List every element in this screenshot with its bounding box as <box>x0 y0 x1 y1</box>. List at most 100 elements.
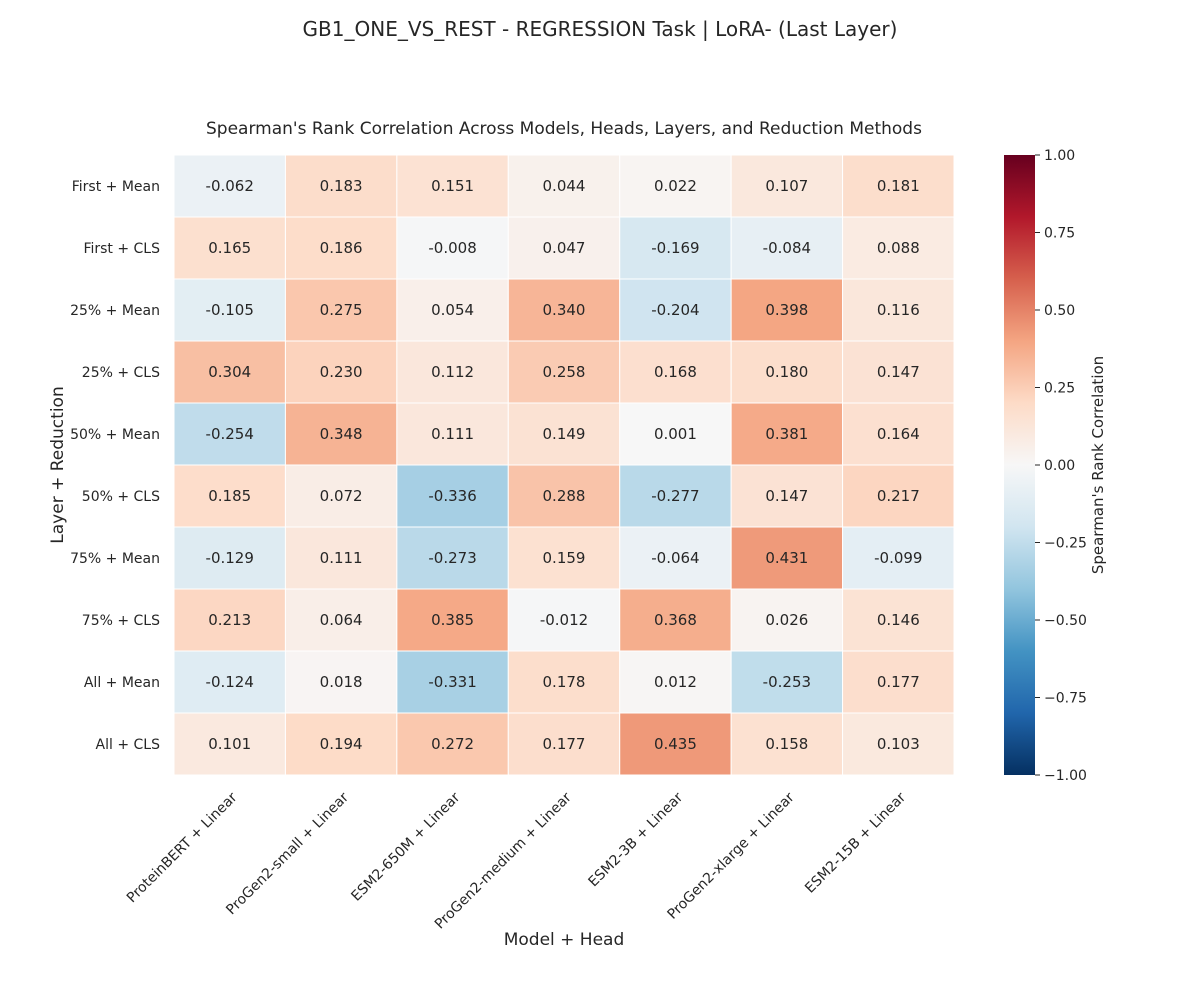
heatmap-cell <box>396 526 509 590</box>
cell-value-label: 0.101 <box>208 735 251 753</box>
cell-value-label: 0.431 <box>765 549 808 567</box>
y-axis-label: Layer + Reduction <box>48 386 68 543</box>
cell-value-label: 0.151 <box>431 177 474 195</box>
cell-value-label: 0.177 <box>877 673 920 691</box>
cell-value-label: 0.072 <box>320 487 363 505</box>
heatmap-cell <box>619 650 732 714</box>
heatmap-cell <box>284 340 398 404</box>
cell-value-label: 0.147 <box>877 363 920 381</box>
heatmap-cell <box>619 216 732 280</box>
heatmap-cell <box>396 650 509 714</box>
cell-value-label: 0.177 <box>543 735 586 753</box>
heatmap-cell <box>173 154 286 218</box>
cell-value-label: -0.336 <box>428 487 476 505</box>
cell-value-label: 0.018 <box>320 673 363 691</box>
y-tick-label: 75% + Mean <box>70 551 160 567</box>
heatmap-cell <box>284 154 398 218</box>
cell-value-label: -0.008 <box>428 239 476 257</box>
heatmap-cells <box>173 154 955 776</box>
heatmap-cell <box>619 526 732 590</box>
cell-value-label: 0.146 <box>877 611 920 629</box>
heatmap-cell <box>173 340 286 404</box>
heatmap-cell <box>507 464 621 528</box>
cell-value-label: -0.012 <box>540 611 588 629</box>
cell-value-label: 0.107 <box>765 177 808 195</box>
heatmap-cell <box>730 154 844 218</box>
heatmap-cell <box>396 464 509 528</box>
colorbar-tick-label: 0.00 <box>1044 458 1075 474</box>
colorbar-tick-label: 0.25 <box>1044 381 1075 397</box>
x-tick-label: ProteinBERT + Linear <box>124 789 241 906</box>
colorbar-tick-label: 1.00 <box>1044 148 1075 164</box>
cell-value-label: 0.165 <box>208 239 251 257</box>
cell-value-label: 0.381 <box>765 425 808 443</box>
cell-value-label: 0.435 <box>654 735 697 753</box>
cell-value-label: 0.272 <box>431 735 474 753</box>
cell-value-label: 0.181 <box>877 177 920 195</box>
cell-value-label: 0.340 <box>543 301 586 319</box>
heatmap-cell <box>173 712 286 776</box>
y-tick-label: 50% + CLS <box>82 489 160 505</box>
cell-value-label: 0.111 <box>320 549 363 567</box>
cell-value-label: 0.178 <box>543 673 586 691</box>
cell-value-label: 0.213 <box>208 611 251 629</box>
cell-value-label: 0.164 <box>877 425 920 443</box>
cell-value-label: 0.288 <box>543 487 586 505</box>
x-axis-label: Model + Head <box>504 930 625 950</box>
heatmap-cell <box>507 278 621 342</box>
y-tick-labels: First + Mean First + CLS 25% + Mean 25% + C… <box>70 179 160 753</box>
colorbar: 1.00 0.75 0.50 0.25 0.00 −0.25 −0.50 −0.75 −1.00… <box>1004 148 1107 784</box>
heatmap-cell <box>619 154 732 218</box>
heatmap-cell <box>730 278 844 342</box>
cell-value-label: -0.204 <box>651 301 699 319</box>
heatmap-cell <box>730 340 844 404</box>
colorbar-tick-label: −0.75 <box>1044 691 1087 707</box>
heatmap-cell <box>730 216 844 280</box>
colorbar-tick-label: −1.00 <box>1044 768 1087 784</box>
heatmap-cell <box>730 712 844 776</box>
heatmap-cell <box>396 402 509 466</box>
cell-value-label: -0.129 <box>206 549 254 567</box>
heatmap-cell <box>173 588 286 652</box>
cell-value-label: -0.084 <box>763 239 811 257</box>
cell-value-label: 0.168 <box>654 363 697 381</box>
heatmap-cell <box>173 526 286 590</box>
cell-value-label: 0.026 <box>765 611 808 629</box>
colorbar-gradient <box>1004 155 1035 775</box>
cell-value-label: -0.254 <box>206 425 254 443</box>
cell-value-label: 0.158 <box>765 735 808 753</box>
heatmap-cell <box>842 526 955 590</box>
colorbar-tick-label: 0.75 <box>1044 226 1075 242</box>
y-tick-label: 25% + CLS <box>82 365 160 381</box>
cell-value-label: 0.185 <box>208 487 251 505</box>
heatmap-cell <box>507 340 621 404</box>
cell-value-label: 0.180 <box>765 363 808 381</box>
y-tick-label: 25% + Mean <box>70 303 160 319</box>
heatmap-cell <box>284 278 398 342</box>
y-tick-label: 50% + Mean <box>70 427 160 443</box>
heatmap-cell <box>619 278 732 342</box>
cell-value-label: 0.001 <box>654 425 697 443</box>
cell-value-label: 0.012 <box>654 673 697 691</box>
cell-value-label: 0.047 <box>543 239 586 257</box>
cell-value-label: -0.099 <box>874 549 922 567</box>
cell-value-label: -0.124 <box>206 673 254 691</box>
colorbar-tick-label: −0.25 <box>1044 536 1087 552</box>
cell-value-label: -0.253 <box>763 673 811 691</box>
x-tick-label: ESM2-15B + Linear <box>802 789 909 896</box>
heatmap-cell <box>842 340 955 404</box>
heatmap-cell <box>730 588 844 652</box>
cell-value-label: 0.304 <box>208 363 251 381</box>
cell-value-label: 0.111 <box>431 425 474 443</box>
heatmap-cell <box>173 402 286 466</box>
cell-value-labels: -0.062 0.183 0.151 0.044 0.022 0.107 0.181 0.16… <box>206 177 923 753</box>
heatmap-cell <box>507 154 621 218</box>
colorbar-label: Spearman's Rank Correlation <box>1089 356 1107 574</box>
heatmap-cell <box>842 278 955 342</box>
chart-title: Spearman's Rank Correlation Across Model… <box>206 119 922 139</box>
colorbar-ticks: 1.00 0.75 0.50 0.25 0.00 −0.25 −0.50 −0.75 −1.00 <box>1035 148 1087 784</box>
cell-value-label: 0.116 <box>877 301 920 319</box>
cell-value-label: -0.169 <box>651 239 699 257</box>
heatmap-cell <box>284 464 398 528</box>
